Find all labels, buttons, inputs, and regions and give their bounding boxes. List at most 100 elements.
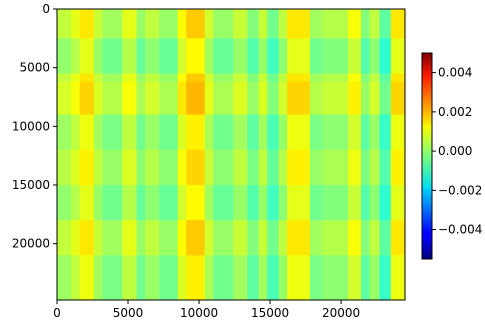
heatmap-cell: [204, 38, 214, 75]
heatmap-cell: [186, 185, 206, 221]
heatmap-cell: [145, 114, 160, 151]
heatmap-cell: [204, 81, 214, 116]
heatmap-cell: [322, 114, 349, 151]
heatmap-cell: [186, 114, 206, 151]
heatmap-cell: [204, 73, 214, 83]
heatmap-cell: [287, 255, 311, 300]
heatmap-cell: [278, 255, 288, 300]
heatmap-cell: [322, 81, 349, 116]
x-tick-label: 5000: [113, 306, 144, 320]
heatmap-cell: [204, 220, 214, 257]
heatmap-cell: [379, 9, 392, 39]
heatmap-cell: [79, 73, 95, 83]
heatmap-cell: [186, 255, 206, 300]
heatmap-cell: [145, 81, 160, 116]
heatmap-cell: [379, 220, 392, 257]
heatmap-cell: [309, 255, 324, 300]
heatmap-cell: [348, 9, 362, 39]
heatmap-cell: [390, 114, 405, 151]
heatmap-cell: [177, 114, 187, 151]
heatmap-cell: [247, 81, 260, 116]
heatmap-cell: [258, 149, 268, 186]
heatmap-cell: [136, 255, 146, 300]
heatmap-cell: [287, 149, 311, 186]
heatmap-cell: [159, 38, 179, 75]
x-tick-label: 20000: [322, 306, 360, 320]
heatmap-cell: [258, 81, 268, 116]
heatmap-cell: [122, 114, 138, 151]
heatmap-cell: [369, 38, 381, 75]
heatmap-cell: [267, 185, 280, 221]
heatmap-cell: [57, 9, 72, 39]
heatmap-cell: [102, 149, 123, 186]
heatmap-cell: [369, 149, 381, 186]
heatmap-cell: [159, 81, 179, 116]
heatmap-cell: [369, 114, 381, 151]
heatmap-cell: [136, 114, 146, 151]
heatmap-cell: [79, 185, 95, 221]
heatmap-cell: [390, 255, 405, 300]
heatmap-cell: [177, 185, 187, 221]
heatmap-cell: [258, 255, 268, 300]
heatmap-cell: [79, 255, 95, 300]
heatmap-cell: [79, 38, 95, 75]
heatmap-cell: [267, 114, 280, 151]
heatmap-cell: [258, 9, 268, 39]
heatmap-cell: [102, 220, 123, 257]
heatmap-cell: [102, 9, 123, 39]
heatmap-cell: [57, 114, 72, 151]
heatmap-cell: [177, 9, 187, 39]
heatmap-cell: [348, 255, 362, 300]
heatmap-cell: [287, 9, 311, 39]
heatmap-cell: [213, 185, 234, 221]
heatmap-cell: [102, 73, 123, 83]
heatmap-cell: [369, 220, 381, 257]
heatmap-cell: [93, 185, 104, 221]
heatmap-cell: [309, 114, 324, 151]
colorbar-tick-label: 0.000: [438, 144, 472, 158]
heatmap-cell: [267, 220, 280, 257]
heatmap-cell: [247, 38, 260, 75]
heatmap-cell: [322, 149, 349, 186]
heatmap-cell: [93, 38, 104, 75]
heatmap-cell: [57, 149, 72, 186]
heatmap-cell: [213, 9, 234, 39]
heatmap-cell: [360, 220, 371, 257]
heatmap-cell: [247, 73, 260, 83]
x-tick-label: 0: [53, 306, 61, 320]
heatmap-cell: [287, 73, 311, 83]
heatmap-cell: [278, 220, 288, 257]
heatmap-cell: [93, 9, 104, 39]
heatmap-cell: [369, 81, 381, 116]
heatmap-cell: [145, 38, 160, 75]
heatmap-cell: [360, 185, 371, 221]
heatmap-cell: [267, 81, 280, 116]
heatmap-cell: [122, 9, 138, 39]
heatmap-cell: [177, 149, 187, 186]
heatmap-cell: [71, 114, 81, 151]
heatmap-cell: [390, 220, 405, 257]
x-tick-label: 15000: [251, 306, 289, 320]
heatmap-cell: [204, 9, 214, 39]
heatmap-cell: [204, 255, 214, 300]
heatmap-cell: [233, 81, 248, 116]
heatmap-cell: [233, 114, 248, 151]
heatmap-cell: [369, 9, 381, 39]
heatmap-cell: [278, 73, 288, 83]
heatmap-cell: [159, 220, 179, 257]
x-tick-label: 10000: [180, 306, 218, 320]
heatmap-cell: [204, 149, 214, 186]
heatmap-cell: [122, 185, 138, 221]
heatmap-cell: [258, 73, 268, 83]
heatmap-cell: [369, 185, 381, 221]
heatmap-cell: [102, 255, 123, 300]
heatmap-cell: [309, 9, 324, 39]
heatmap-cell: [369, 255, 381, 300]
heatmap-cell: [57, 255, 72, 300]
heatmap-cell: [159, 185, 179, 221]
heatmap-cell: [145, 73, 160, 83]
heatmap-cell: [390, 9, 405, 39]
heatmap-cell: [204, 114, 214, 151]
heatmap-cell: [278, 38, 288, 75]
heatmap-cell: [278, 9, 288, 39]
